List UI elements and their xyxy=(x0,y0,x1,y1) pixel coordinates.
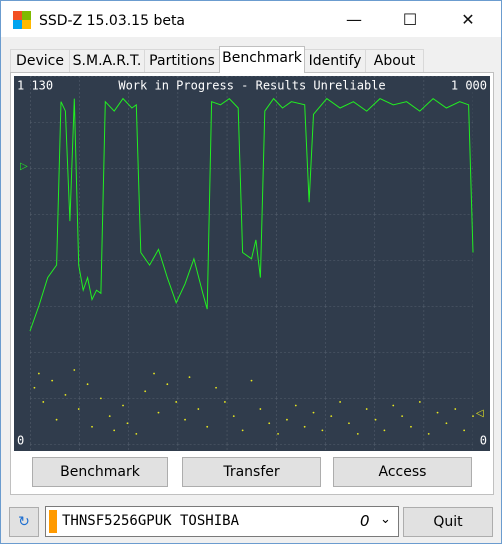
minimize[interactable]: — xyxy=(346,10,362,29)
benchmark-dot xyxy=(166,383,169,386)
benchmark-dot xyxy=(356,433,359,435)
chart-title: Work in Progress - Results Unreliable xyxy=(118,79,385,93)
button[interactable]: Transfer xyxy=(182,457,321,487)
tab[interactable]: Identify xyxy=(304,49,366,72)
benchmark-dot xyxy=(122,404,124,407)
benchmark-dot xyxy=(99,397,102,400)
quit-button[interactable]: Quit xyxy=(403,507,493,537)
maximize[interactable]: ☐ xyxy=(402,10,418,29)
benchmark-dot xyxy=(418,401,421,403)
benchmark-dot xyxy=(241,429,244,432)
benchmark-dot xyxy=(175,401,178,403)
benchmark-dot xyxy=(303,425,306,428)
benchmark-dot xyxy=(144,390,147,393)
benchmark-dot xyxy=(365,408,368,410)
benchmark-dot xyxy=(55,418,58,421)
benchmark-dot xyxy=(339,401,341,403)
benchmark-dot xyxy=(348,422,350,425)
app-icon xyxy=(13,11,31,29)
drive-name: THNSF5256GPUK TOSHIBA xyxy=(62,513,240,529)
drive-combobox[interactable]: THNSF5256GPUK TOSHIBA 0 ⌄ xyxy=(45,506,399,537)
benchmark-dot xyxy=(113,429,116,432)
benchmark-dot xyxy=(250,379,253,382)
benchmark-dot xyxy=(445,422,448,425)
benchmark-dot xyxy=(286,418,288,421)
benchmark-dot xyxy=(277,433,279,435)
benchmark-dot xyxy=(215,386,217,389)
benchmark-dot xyxy=(401,415,404,418)
benchmark-dot xyxy=(383,429,386,432)
benchmark-dot xyxy=(108,415,111,418)
benchmark-dot xyxy=(374,418,377,421)
grid xyxy=(30,76,473,451)
benchmark-dot xyxy=(463,429,466,432)
benchmark-line xyxy=(29,97,474,332)
dropdown-arrow: ⌄ xyxy=(380,512,391,527)
marker: ◁ xyxy=(476,408,484,419)
benchmark-dot xyxy=(126,422,129,425)
benchmark-dot xyxy=(51,379,54,382)
benchmark-chart: Work in Progress - Results Unreliable ▷ … xyxy=(14,76,490,451)
benchmark-dot xyxy=(321,429,324,432)
benchmark-dot xyxy=(294,404,297,407)
refresh-button[interactable]: ↻ xyxy=(9,507,39,537)
benchmark-dot xyxy=(73,369,76,371)
window-title: SSD-Z 15.03.15 beta xyxy=(39,13,186,29)
benchmark-dot xyxy=(312,411,315,414)
y2-tick-label: 1 000 xyxy=(451,79,487,93)
button[interactable]: Benchmark xyxy=(32,457,168,487)
benchmark-dot xyxy=(392,404,395,407)
benchmark-dot xyxy=(436,411,439,414)
benchmark-dot xyxy=(206,425,209,428)
benchmark-dot xyxy=(454,408,457,410)
button[interactable]: Access xyxy=(333,457,472,487)
benchmark-dot xyxy=(410,425,412,428)
tab[interactable]: Device xyxy=(10,49,70,72)
benchmark-dot xyxy=(153,372,155,375)
benchmark-dot xyxy=(232,415,235,418)
benchmark-dot xyxy=(33,386,36,389)
benchmark-dot xyxy=(197,408,200,410)
tab-selected[interactable]: Benchmark xyxy=(219,46,305,73)
tab[interactable]: S.M.A.R.T. xyxy=(69,49,145,72)
benchmark-dot xyxy=(188,376,191,378)
benchmark-dot xyxy=(184,418,186,421)
benchmark-dot xyxy=(259,408,262,410)
marker: ▷ xyxy=(20,161,28,172)
benchmark-dot xyxy=(91,425,93,428)
benchmark-dot xyxy=(472,415,474,418)
benchmark-dot xyxy=(37,372,40,375)
benchmark-dot xyxy=(77,408,80,410)
drive-index: 0 xyxy=(360,512,370,530)
benchmark-dot xyxy=(64,393,67,396)
benchmark-dot xyxy=(157,411,160,414)
benchmark-dot xyxy=(427,433,430,435)
tab[interactable]: Partitions xyxy=(144,49,220,72)
title-bar: SSD-Z 15.03.15 beta — ☐ ✕ xyxy=(1,1,501,37)
close[interactable]: ✕ xyxy=(461,10,475,29)
y-tick-label: 1 130 xyxy=(17,79,53,93)
benchmark-dot xyxy=(224,401,226,403)
benchmark-dot xyxy=(330,415,333,418)
tab[interactable]: About xyxy=(365,49,424,72)
y2-tick-label: 0 xyxy=(480,434,487,448)
benchmark-dot xyxy=(268,422,271,425)
y-tick-label: 0 xyxy=(17,434,24,448)
benchmark-dot xyxy=(42,401,45,403)
drive-color xyxy=(49,510,57,533)
benchmark-dot xyxy=(135,433,138,435)
benchmark-dot xyxy=(86,383,89,386)
